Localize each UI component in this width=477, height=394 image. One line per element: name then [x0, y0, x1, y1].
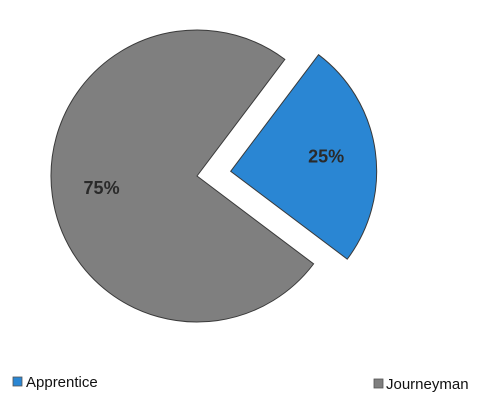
legend-entry-journeyman: Journeyman: [373, 376, 469, 393]
legend-entry-apprentice: Apprentice: [12, 374, 98, 391]
pie-slice-journeyman: [50, 29, 315, 323]
pie-data-labels: 25% 75%: [84, 147, 345, 199]
pie-slices: [50, 29, 378, 323]
legend-label-apprentice: Apprentice: [26, 374, 98, 391]
legend-swatch-apprentice: [12, 376, 23, 387]
pie-slice-apprentice: [229, 53, 378, 260]
data-label-apprentice: 25%: [308, 147, 344, 167]
data-label-journeyman: 75%: [84, 178, 120, 198]
legend-swatch-journeyman: [373, 378, 384, 389]
legend-label-journeyman: Journeyman: [386, 376, 469, 393]
legend: Apprentice Journeyman: [12, 374, 469, 393]
